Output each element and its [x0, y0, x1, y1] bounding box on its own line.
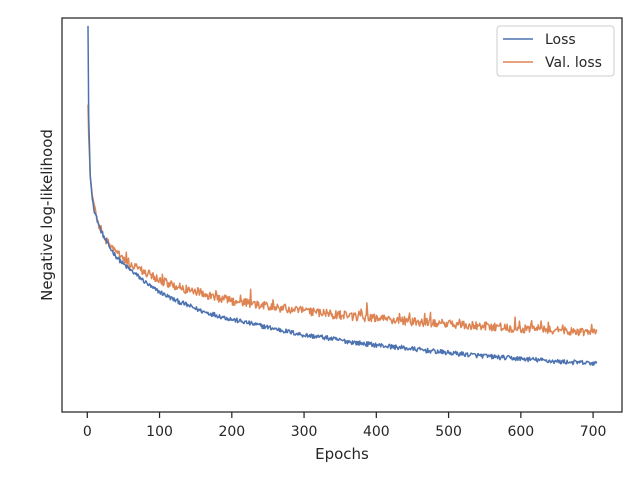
series-line-loss — [87, 25, 598, 366]
y-axis-label: Negative log-likelihood — [38, 129, 56, 301]
x-tick-label: 500 — [435, 424, 462, 440]
x-tick-label: 100 — [146, 424, 173, 440]
x-tick-label: 200 — [218, 424, 245, 440]
series-line-val-loss — [87, 104, 598, 337]
plot-frame — [61, 17, 623, 413]
legend: Loss Val. loss — [496, 25, 615, 77]
x-tick-label: 300 — [291, 424, 318, 440]
x-axis: 0 100 200 300 400 500 600 700 — [83, 412, 607, 440]
x-tick-label: 700 — [580, 424, 607, 440]
x-tick-label: 600 — [507, 424, 534, 440]
x-axis-label: Epochs — [315, 445, 369, 463]
legend-label: Val. loss — [545, 55, 602, 71]
x-tick-label: 0 — [83, 424, 92, 440]
legend-label: Loss — [545, 32, 576, 48]
x-tick-label: 400 — [363, 424, 390, 440]
plot-area — [87, 25, 598, 366]
